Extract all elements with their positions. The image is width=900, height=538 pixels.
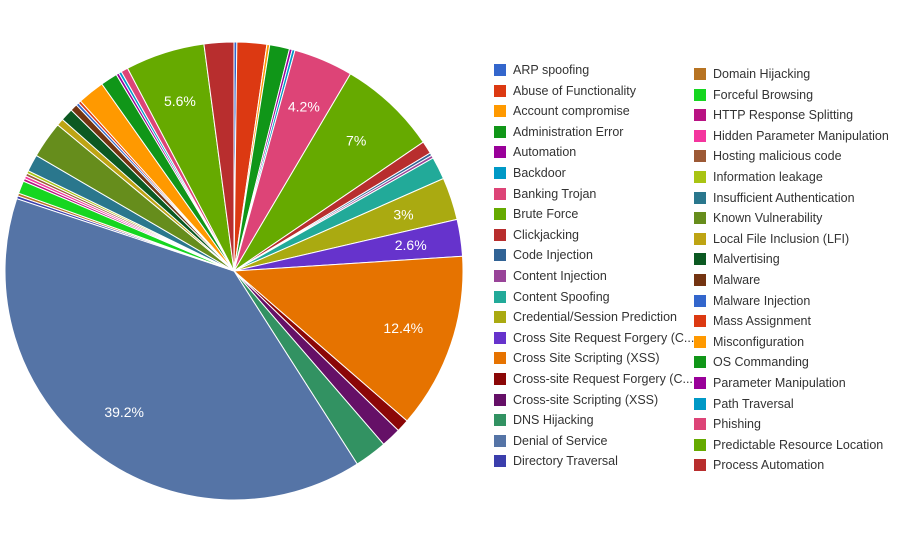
legend-label: Mass Assignment bbox=[713, 314, 811, 329]
legend-swatch bbox=[494, 455, 506, 468]
legend-label: Process Automation bbox=[713, 458, 825, 473]
legend-swatch bbox=[494, 393, 506, 406]
legend-swatch bbox=[494, 84, 506, 97]
legend-swatch bbox=[494, 64, 506, 76]
legend-swatch bbox=[694, 315, 706, 328]
legend-label: Local File Inclusion (LFI) bbox=[713, 231, 850, 246]
legend-label: Known Vulnerability bbox=[713, 211, 823, 226]
legend-label: OS Commanding bbox=[713, 355, 809, 370]
legend-swatch bbox=[694, 212, 706, 225]
legend-swatch bbox=[694, 377, 706, 389]
legend-label: Denial of Service bbox=[513, 433, 608, 448]
legend-swatch bbox=[694, 335, 706, 348]
legend-swatch bbox=[694, 274, 706, 286]
legend-label: Abuse of Functionality bbox=[513, 83, 636, 98]
legend-swatch bbox=[694, 191, 706, 204]
slice-label-credential-session-prediction: 3% bbox=[393, 207, 413, 223]
legend-swatch bbox=[494, 228, 506, 241]
legend-swatch bbox=[494, 373, 506, 385]
legend-swatch bbox=[694, 418, 706, 431]
legend: ARP spoofing Abuse of Functionality Accoun… bbox=[494, 62, 894, 482]
legend-label: Cross Site Request Forgery (C... bbox=[513, 330, 695, 345]
legend-column-right: Domain Hijacking Forceful Browsing HTTP Re… bbox=[694, 62, 894, 482]
legend-label: Insufficient Authentication bbox=[713, 190, 855, 205]
legend-swatch bbox=[694, 171, 706, 183]
legend-swatch bbox=[494, 434, 506, 447]
legend-label: Clickjacking bbox=[513, 227, 579, 242]
legend-label: Cross Site Scripting (XSS) bbox=[513, 351, 660, 366]
legend-swatch bbox=[494, 167, 506, 179]
legend-swatch bbox=[694, 397, 706, 410]
slice-label-predictable-resource-location: 5.6% bbox=[164, 93, 196, 109]
legend-swatch bbox=[494, 311, 506, 324]
legend-label: Malware bbox=[713, 273, 761, 287]
legend-label: Credential/Session Prediction bbox=[513, 310, 677, 325]
legend-label: Forceful Browsing bbox=[713, 87, 814, 102]
legend-swatch bbox=[694, 438, 706, 451]
legend-label: Domain Hijacking bbox=[713, 67, 811, 81]
legend-label: Phishing bbox=[713, 417, 761, 432]
slice-label-brute-force: 7% bbox=[346, 133, 366, 149]
legend-swatch bbox=[494, 105, 506, 118]
legend-label: Backdoor bbox=[513, 166, 566, 180]
legend-label: Content Spoofing bbox=[513, 289, 610, 304]
pie-slice-cross-site-scripting-xss[interactable] bbox=[232, 255, 464, 422]
legend-label: Code Injection bbox=[513, 248, 593, 263]
legend-label: Automation bbox=[513, 145, 577, 160]
legend-label: Cross-site Scripting (XSS) bbox=[513, 392, 659, 407]
legend-label: Administration Error bbox=[513, 124, 624, 139]
pie-slice-process-automation[interactable] bbox=[203, 41, 235, 272]
legend-label: Malware Injection bbox=[713, 293, 811, 308]
legend-swatch bbox=[494, 270, 506, 282]
legend-swatch bbox=[494, 187, 506, 200]
legend-swatch bbox=[494, 208, 506, 221]
legend-label: ARP spoofing bbox=[513, 63, 590, 77]
legend-swatch bbox=[694, 253, 706, 266]
legend-swatch bbox=[694, 459, 706, 472]
legend-swatch bbox=[694, 150, 706, 163]
legend-swatch bbox=[494, 146, 506, 159]
pie-chart: 4.2% 7% 3% 2.6% 12.4% 39.2% 5.6% bbox=[4, 41, 464, 501]
legend-label: Predictable Resource Location bbox=[713, 437, 884, 452]
pie-slice-denial-of-service[interactable] bbox=[4, 197, 358, 501]
legend-label: HTTP Response Splitting bbox=[713, 108, 854, 123]
legend-swatch bbox=[494, 352, 506, 365]
legend-label: Parameter Manipulation bbox=[713, 376, 846, 390]
legend-label: Banking Trojan bbox=[513, 186, 597, 201]
legend-swatch bbox=[694, 232, 706, 245]
legend-swatch bbox=[494, 125, 506, 138]
legend-label: Hidden Parameter Manipulation bbox=[713, 128, 889, 143]
legend-label: Hosting malicious code bbox=[713, 149, 842, 164]
legend-column-left: ARP spoofing Abuse of Functionality Accoun… bbox=[494, 62, 694, 482]
legend-label: Brute Force bbox=[513, 207, 579, 222]
legend-swatch bbox=[494, 414, 506, 427]
legend-swatch bbox=[694, 129, 706, 142]
legend-label: Account compromise bbox=[513, 104, 630, 119]
slice-label-cross-site-scripting-xss: 12.4% bbox=[383, 320, 423, 336]
legend-label: DNS Hijacking bbox=[513, 413, 594, 428]
slice-label-banking-trojan: 4.2% bbox=[288, 99, 320, 115]
legend-label: Content Injection bbox=[513, 269, 607, 283]
legend-label: Path Traversal bbox=[713, 396, 794, 411]
legend-label: Information leakage bbox=[713, 170, 823, 184]
legend-swatch bbox=[694, 109, 706, 122]
legend-label: Misconfiguration bbox=[713, 334, 805, 349]
legend-label: Cross-site Request Forgery (C... bbox=[513, 372, 693, 386]
legend-swatch bbox=[694, 294, 706, 307]
slice-label-cross-site-request-forgery-c: 2.6% bbox=[395, 237, 427, 253]
legend-swatch bbox=[694, 88, 706, 101]
legend-swatch bbox=[494, 290, 506, 303]
legend-swatch bbox=[494, 331, 506, 344]
legend-swatch bbox=[494, 249, 506, 262]
legend-swatch bbox=[694, 356, 706, 369]
slice-label-denial-of-service: 39.2% bbox=[104, 404, 144, 420]
legend-swatch bbox=[694, 68, 706, 80]
legend-label: Directory Traversal bbox=[513, 454, 618, 469]
legend-label: Malvertising bbox=[713, 252, 780, 267]
